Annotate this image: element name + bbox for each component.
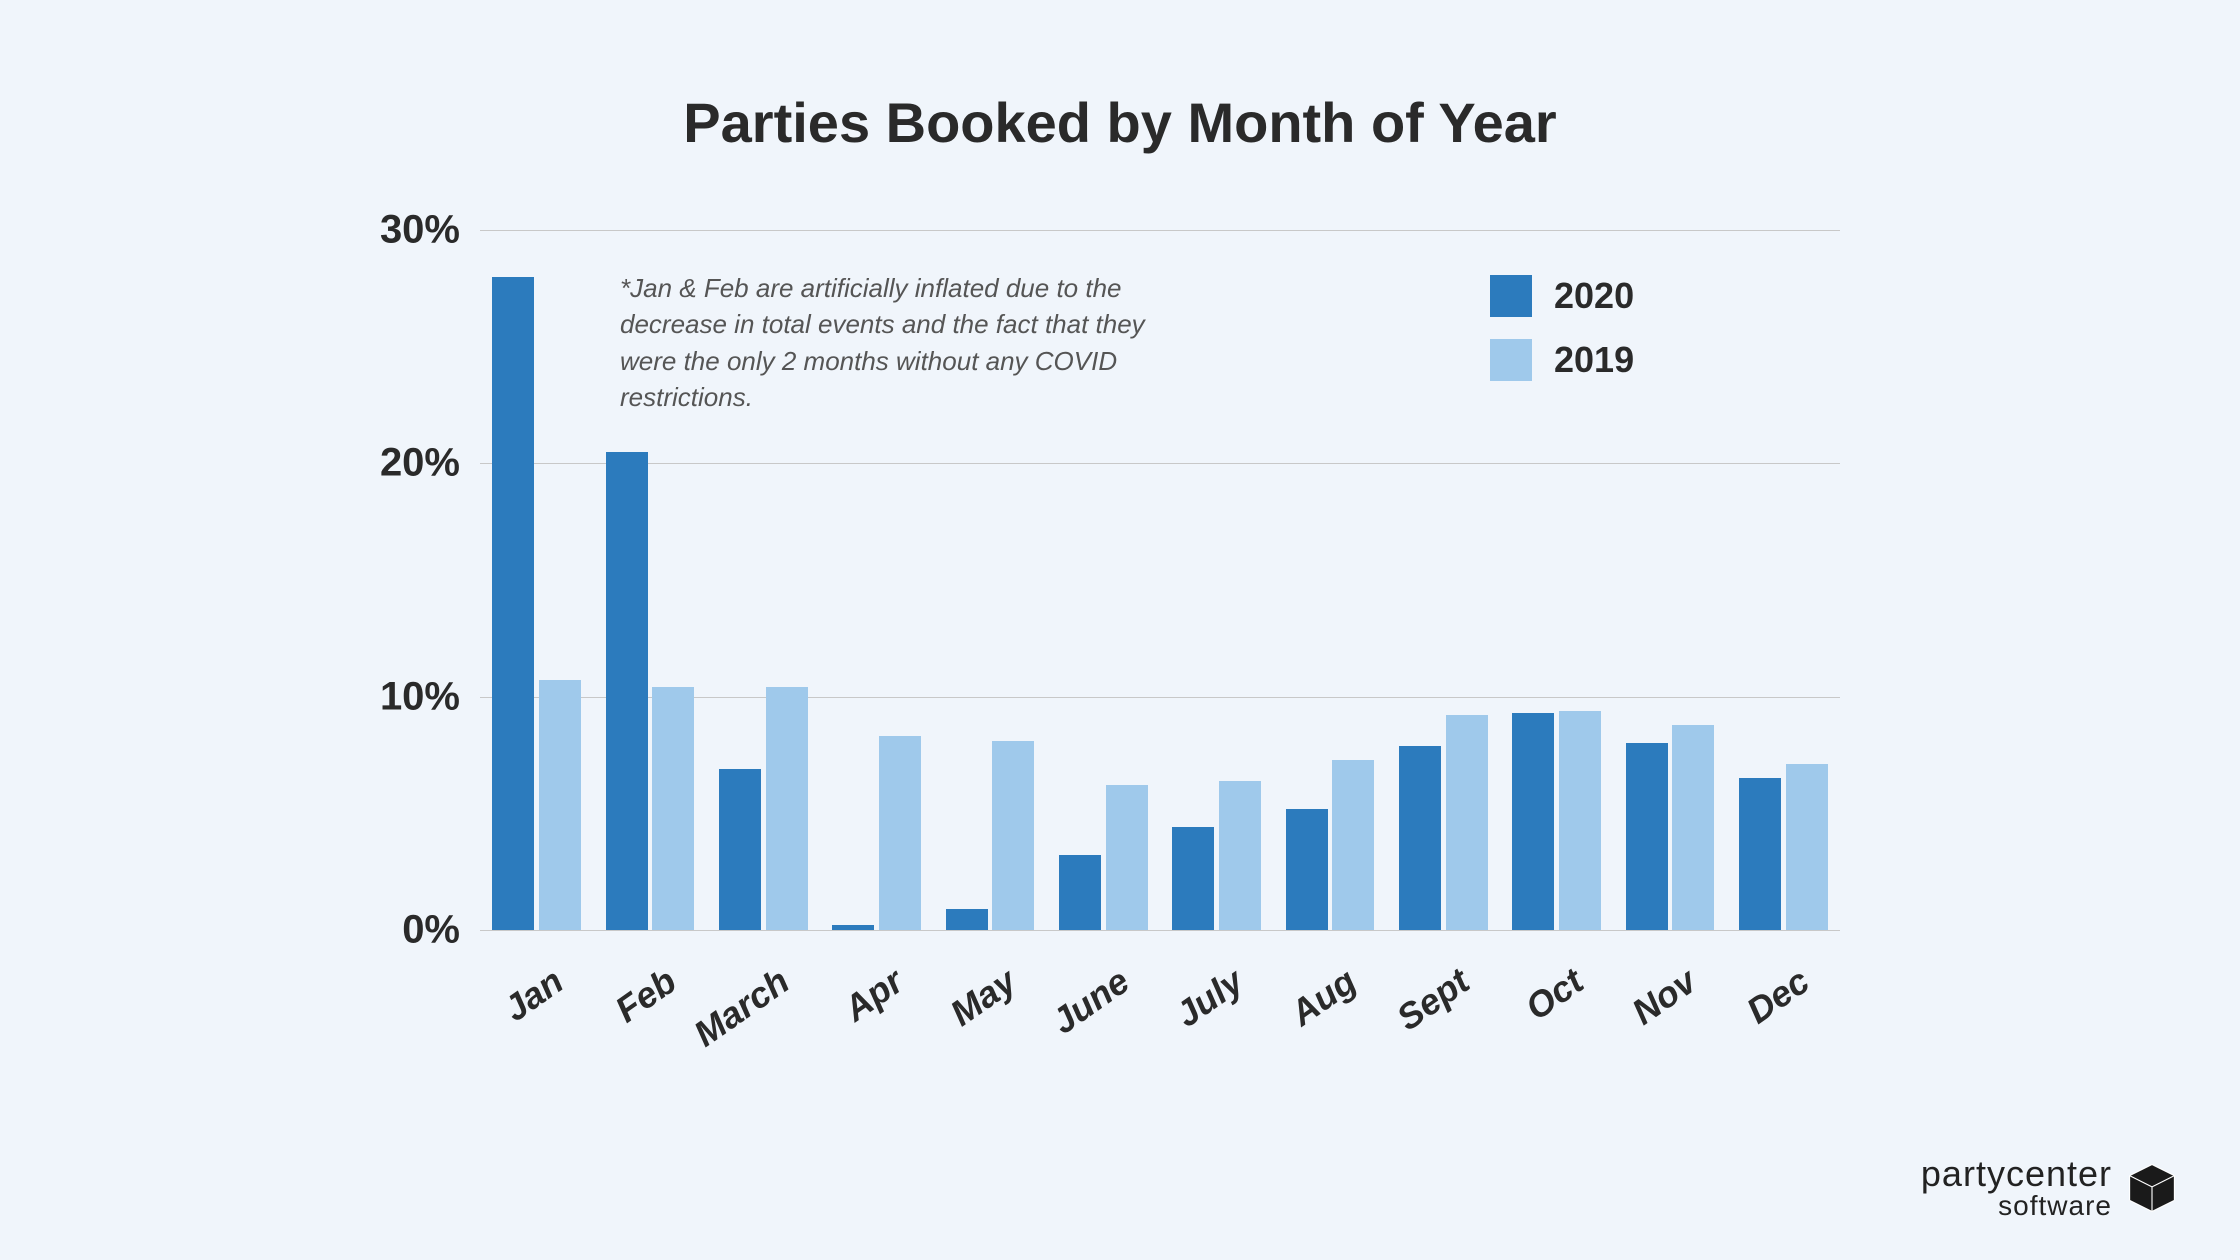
legend: 2020 2019 [1490,275,1634,403]
bar [1672,725,1714,930]
gridline [480,230,1840,231]
bar [492,277,534,930]
brand-line1: partycenter [1921,1156,2112,1192]
legend-swatch [1490,339,1532,381]
gridline [480,463,1840,464]
y-axis-label: 10% [340,674,460,719]
bar [1172,827,1214,930]
bar [1786,764,1828,930]
brand-line2: software [1921,1192,2112,1220]
chart-title: Parties Booked by Month of Year [0,90,2240,155]
bar [1559,711,1601,930]
bar [879,736,921,930]
bar [1446,715,1488,930]
bar [992,741,1034,930]
gridline [480,930,1840,931]
cube-icon [2124,1160,2180,1216]
legend-label: 2019 [1554,339,1634,381]
y-axis-label: 0% [340,908,460,953]
legend-swatch [1490,275,1532,317]
brand-logo: partycenter software [1921,1156,2180,1220]
bar [1059,855,1101,930]
bar [946,909,988,930]
bar [766,687,808,930]
bar [719,769,761,930]
bar [606,452,648,930]
bar [1106,785,1148,930]
annotation-note: *Jan & Feb are artificially inflated due… [620,270,1180,416]
bar [1219,781,1261,930]
bar [1739,778,1781,930]
y-axis-label: 20% [340,441,460,486]
bar [1286,809,1328,930]
legend-item: 2019 [1490,339,1634,381]
legend-label: 2020 [1554,275,1634,317]
bar [539,680,581,930]
bar [1626,743,1668,930]
bar [832,925,874,930]
bar [1399,746,1441,930]
bar [1332,760,1374,930]
y-axis-label: 30% [340,208,460,253]
chart-container: Parties Booked by Month of Year 0% 10% 20%… [0,0,2240,1260]
bar [652,687,694,930]
legend-item: 2020 [1490,275,1634,317]
bar [1512,713,1554,930]
